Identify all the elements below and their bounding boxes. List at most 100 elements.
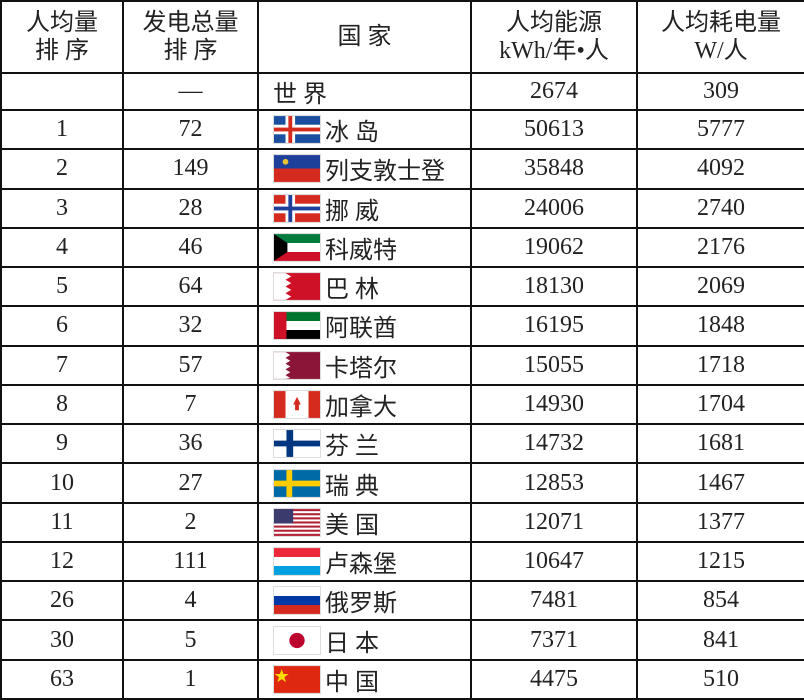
data-row: 12 111 卢森堡 10647 1215	[0, 540, 804, 583]
rank-cell: 11	[0, 501, 124, 543]
header-line: 排 序	[35, 38, 89, 64]
header-line: 排 序	[163, 38, 218, 64]
gen-rank-cell: 2	[122, 501, 259, 543]
gen-rank-cell: 111	[122, 540, 259, 583]
rank-cell: 4	[0, 226, 124, 269]
country-name: 加拿大	[325, 394, 397, 421]
header-line: kWh/年•人	[499, 38, 609, 64]
country-cell: 科威特	[257, 226, 472, 269]
header-cell: 国 家	[257, 0, 472, 74]
power-cell: 1215	[636, 540, 804, 583]
energy-cell: 14732	[470, 423, 638, 465]
country-name: 冰 岛	[325, 120, 379, 147]
gen-rank-cell: 64	[122, 266, 259, 308]
rank-cell: 7	[0, 344, 124, 386]
country-cell: 俄罗斯	[257, 580, 472, 622]
data-row: 26 4 俄罗斯 7481 854	[0, 580, 804, 622]
table-body: — 世 界 2674 309 1 72 冰 岛 50613 5777 2 149 列支敦士登 35848…	[0, 72, 804, 700]
header-line: 发电总量	[142, 10, 239, 36]
country-cell: 世 界	[257, 72, 472, 111]
rank-cell: 12	[0, 540, 124, 583]
energy-cell: 18130	[470, 266, 638, 308]
country-name: 世 界	[273, 82, 327, 108]
gen-rank-cell: 57	[122, 344, 259, 386]
rank-cell: 10	[0, 462, 124, 504]
flag-icon	[273, 193, 321, 223]
country-cell: 冰 岛	[257, 108, 472, 151]
flag-icon	[273, 115, 321, 145]
energy-cell: 7481	[470, 580, 638, 622]
gen-rank-cell: 46	[122, 226, 259, 269]
energy-cell: 19062	[470, 226, 638, 269]
country-name: 芬 兰	[325, 434, 379, 461]
country-name: 中 国	[325, 669, 379, 696]
flag-icon	[273, 232, 321, 262]
header-line: W/人	[694, 38, 748, 64]
power-cell: 841	[636, 619, 804, 661]
country-cell: 中 国	[257, 658, 472, 700]
country-name: 巴 林	[325, 277, 379, 304]
world-row: — 世 界 2674 309	[0, 72, 804, 111]
gen-rank-cell: 5	[122, 619, 259, 661]
rank-cell: 3	[0, 187, 124, 229]
country-cell: 美 国	[257, 501, 472, 543]
flag-icon	[273, 468, 321, 498]
energy-cell: 16195	[470, 305, 638, 347]
gen-rank-cell: 4	[122, 580, 259, 622]
energy-cell: 14930	[470, 383, 638, 426]
country-cell: 阿联酋	[257, 305, 472, 347]
header-line: 国 家	[337, 24, 392, 50]
country-cell: 加拿大	[257, 383, 472, 426]
energy-cell: 24006	[470, 187, 638, 229]
power-cell: 854	[636, 580, 804, 622]
data-row: 8 7 加拿大 14930 1704	[0, 383, 804, 426]
power-cell: 2740	[636, 187, 804, 229]
country-name: 科威特	[325, 237, 397, 264]
data-row: 6 32 阿联酋 16195 1848	[0, 305, 804, 347]
flag-icon	[273, 586, 321, 616]
data-row: 1 72 冰 岛 50613 5777	[0, 108, 804, 151]
gen-rank-cell: —	[122, 72, 259, 111]
country-cell: 瑞 典	[257, 462, 472, 504]
rank-cell: 1	[0, 108, 124, 151]
rank-cell: 9	[0, 423, 124, 465]
data-row: 2 149 列支敦士登 35848 4092	[0, 148, 804, 190]
flag-icon	[273, 272, 321, 302]
gen-rank-cell: 72	[122, 108, 259, 151]
gen-rank-cell: 28	[122, 187, 259, 229]
country-cell: 芬 兰	[257, 423, 472, 465]
data-row: 30 5 日 本 7371 841	[0, 619, 804, 661]
gen-rank-cell: 36	[122, 423, 259, 465]
country-cell: 卡塔尔	[257, 344, 472, 386]
country-name: 挪 威	[325, 198, 379, 225]
table-head: 人均量排 序发电总量排 序国 家人均能源 kWh/年•人 人均耗电量 W/人	[0, 0, 804, 74]
header-cell: 人均能源 kWh/年•人	[470, 0, 638, 74]
energy-cell: 50613	[470, 108, 638, 151]
power-cell: 1467	[636, 462, 804, 504]
country-cell: 卢森堡	[257, 540, 472, 583]
flag-icon	[273, 389, 321, 419]
country-cell: 列支敦士登	[257, 148, 472, 190]
power-cell: 1848	[636, 305, 804, 347]
power-cell: 4092	[636, 148, 804, 190]
power-cell: 309	[636, 72, 804, 111]
power-cell: 5777	[636, 108, 804, 151]
header-line: 人均耗电量	[661, 10, 781, 36]
power-cell: 2069	[636, 266, 804, 308]
country-name: 美 国	[325, 512, 379, 539]
energy-cell: 12071	[470, 501, 638, 543]
country-name: 卢森堡	[325, 552, 397, 579]
country-cell: 日 本	[257, 619, 472, 661]
energy-cell: 15055	[470, 344, 638, 386]
gen-rank-cell: 7	[122, 383, 259, 426]
header-line: 人均能源	[506, 10, 602, 36]
gen-rank-cell: 32	[122, 305, 259, 347]
flag-icon	[273, 311, 321, 341]
energy-cell: 2674	[470, 72, 638, 111]
data-row: 4 46 科威特 19062 2176	[0, 226, 804, 269]
gen-rank-cell: 1	[122, 658, 259, 700]
header-line: 人均量	[26, 10, 98, 36]
rank-cell: 63	[0, 658, 124, 700]
energy-cell: 12853	[470, 462, 638, 504]
